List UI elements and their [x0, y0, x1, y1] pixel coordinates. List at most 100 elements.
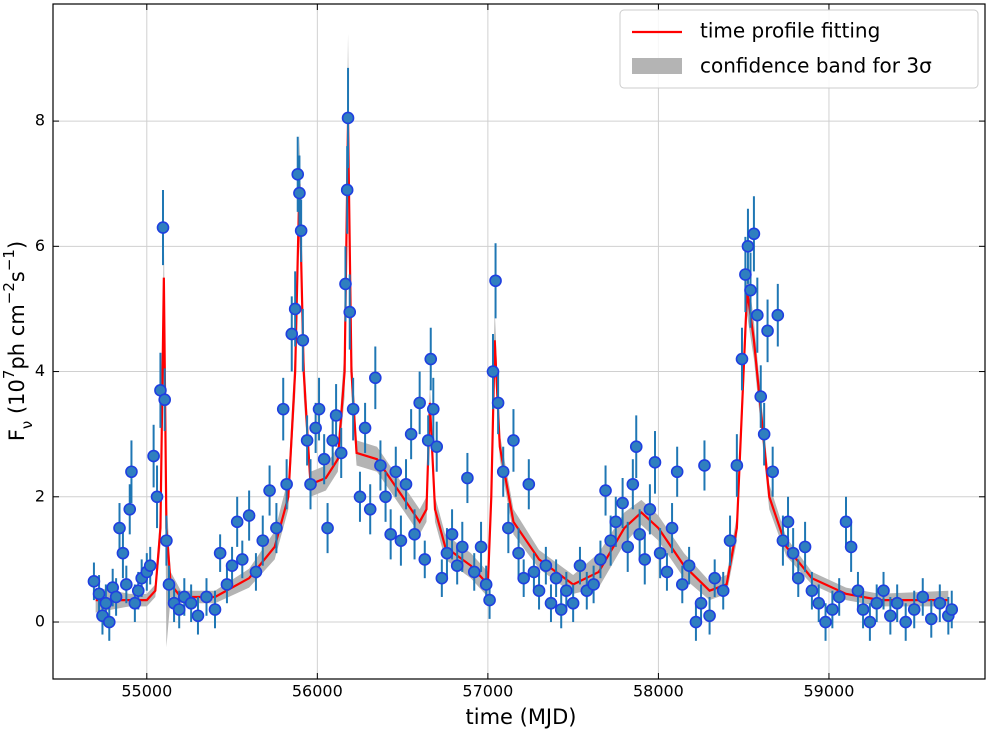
data-point	[566, 596, 580, 610]
data-point	[689, 615, 703, 629]
data-point	[851, 584, 865, 598]
data-point	[549, 571, 563, 585]
y-label-part: 7	[0, 370, 18, 380]
data-point	[633, 528, 646, 541]
data-point	[374, 459, 387, 472]
data-point	[638, 553, 652, 566]
data-point	[744, 283, 757, 297]
data-point	[870, 596, 884, 610]
data-point	[781, 515, 795, 529]
data-point	[208, 603, 222, 616]
data-point	[660, 565, 674, 579]
data-point	[150, 490, 164, 504]
data-point	[512, 546, 525, 560]
data-point	[285, 327, 299, 341]
data-point	[604, 534, 617, 547]
data-point	[839, 515, 853, 529]
data-point	[924, 612, 938, 626]
data-point	[249, 565, 263, 579]
data-point	[735, 352, 749, 366]
data-point	[739, 268, 752, 281]
data-point	[856, 603, 870, 616]
data-point	[408, 528, 421, 541]
data-point	[877, 584, 890, 598]
data-point	[489, 274, 502, 288]
legend-label: confidence band for 3σ	[700, 54, 932, 78]
data-point	[369, 371, 382, 385]
data-point	[329, 409, 343, 422]
data-point	[424, 352, 438, 366]
data-point	[560, 584, 573, 598]
data-point	[945, 603, 959, 616]
data-point	[363, 503, 377, 516]
data-point	[507, 434, 520, 447]
data-point	[703, 609, 716, 623]
data-point	[522, 477, 536, 491]
data-point	[694, 596, 708, 610]
legend-label: time profile fitting	[700, 19, 880, 43]
data-point	[280, 477, 293, 491]
y-label-part: ν	[18, 421, 36, 429]
data-point	[256, 534, 270, 547]
data-point	[626, 477, 640, 491]
data-point	[890, 596, 904, 610]
legend: time profile fitting confidence band for …	[619, 9, 979, 89]
data-point	[87, 575, 101, 588]
data-point	[771, 308, 785, 322]
data-point	[326, 434, 339, 447]
data-point	[899, 615, 912, 629]
data-point	[225, 559, 239, 572]
data-point	[486, 365, 500, 378]
data-point	[741, 240, 755, 253]
data-point	[92, 587, 106, 601]
data-point	[609, 515, 623, 529]
data-point	[200, 590, 213, 604]
data-point	[321, 521, 334, 535]
data-point	[162, 578, 176, 591]
data-point	[698, 459, 711, 472]
data-point	[730, 459, 744, 472]
data-point	[440, 546, 454, 560]
data-point	[413, 396, 426, 410]
data-point	[156, 221, 170, 234]
data-point	[554, 603, 568, 616]
data-point	[483, 593, 496, 607]
data-point	[573, 559, 587, 572]
data-point	[805, 584, 819, 598]
data-point	[384, 528, 397, 541]
data-point	[761, 324, 774, 338]
confidence-band	[95, 33, 949, 648]
data-point	[665, 521, 679, 535]
data-point	[819, 615, 832, 629]
data-point	[389, 465, 403, 479]
data-point	[288, 302, 302, 316]
data-point	[629, 440, 643, 453]
data-point	[191, 609, 205, 623]
data-point	[404, 427, 418, 441]
data-point	[109, 590, 123, 604]
data-point	[884, 609, 897, 623]
y-label-part: ph cm	[5, 304, 29, 369]
data-point	[343, 305, 357, 319]
data-point	[594, 553, 607, 566]
data-point	[491, 396, 505, 410]
data-point	[116, 546, 130, 560]
data-point	[844, 540, 858, 554]
plot-area	[53, 4, 985, 679]
y-label-part: F	[5, 429, 29, 441]
x-tick-label: 57000	[462, 682, 513, 701]
data-point	[517, 571, 530, 585]
axes-frame	[52, 3, 986, 680]
data-point	[474, 540, 488, 554]
data-point	[826, 603, 839, 616]
data-point	[798, 540, 812, 554]
data-point	[147, 449, 160, 463]
data-point	[300, 434, 314, 447]
data-point	[723, 534, 737, 547]
data-point	[757, 427, 771, 441]
data-point	[394, 534, 408, 547]
data-point	[160, 534, 173, 547]
legend-swatch	[632, 58, 682, 74]
data-point	[242, 509, 256, 522]
data-point	[334, 446, 348, 460]
